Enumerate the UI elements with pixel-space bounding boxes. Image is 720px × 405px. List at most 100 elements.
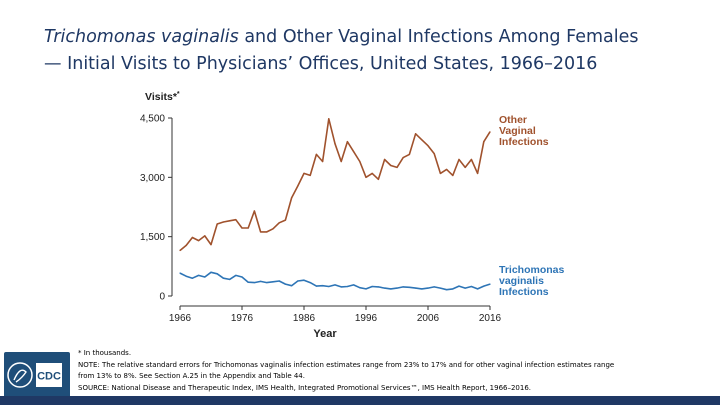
- series-line-0: [179, 118, 491, 252]
- series-1-point: [191, 277, 193, 279]
- y-axis-title-footnote-marker: *: [177, 91, 180, 98]
- series-0-point: [439, 172, 441, 174]
- series-label-line: Infections: [499, 136, 549, 148]
- series-1-point: [266, 281, 268, 284]
- series-0-point: [408, 153, 410, 155]
- series-1-point: [297, 280, 299, 282]
- footnote-note-line2: from 13% to 8%. See Section A.25 in the …: [78, 372, 305, 380]
- series-label-line: Other: [499, 114, 527, 126]
- series-0-point: [334, 143, 336, 145]
- series-0-point: [291, 197, 293, 199]
- series-1-point: [365, 288, 367, 290]
- series-1-point: [346, 285, 348, 288]
- y-tick-label: 3,000: [140, 173, 165, 184]
- series-0-point: [185, 244, 187, 246]
- series-0-point: [377, 178, 379, 180]
- series-0-point: [470, 158, 472, 161]
- slide-title: Trichomonas vaginalis and Other Vaginal …: [44, 24, 694, 78]
- series-0-point: [415, 133, 417, 135]
- series-1-point: [421, 288, 423, 290]
- series-label-1: Trichomonas vaginalis Infections: [499, 264, 565, 298]
- series-1-point: [253, 281, 255, 284]
- series-0-point: [191, 236, 193, 239]
- y-tick-label: 1,500: [140, 232, 165, 243]
- series-1-point: [278, 280, 280, 282]
- series-0-point: [458, 158, 460, 161]
- series-0-point: [328, 118, 330, 120]
- footnote-note-line1: NOTE: The relative standard errors for T…: [78, 360, 615, 369]
- series-1-point: [470, 285, 472, 288]
- series-1-point: [390, 288, 392, 290]
- series-0-point: [421, 139, 423, 141]
- series-0-point: [229, 220, 231, 222]
- series-0-point: [315, 153, 317, 155]
- series-0-point: [464, 166, 466, 169]
- series-1-point: [427, 287, 429, 289]
- series-1-point: [204, 276, 206, 278]
- series-1-point: [334, 284, 336, 286]
- series-0-point: [489, 131, 491, 133]
- series-0-point: [253, 210, 255, 212]
- title-species: Trichomonas vaginalis: [44, 27, 239, 47]
- series-1-point: [439, 287, 441, 289]
- footnote: * In thousands. NOTE: The relative stand…: [78, 348, 708, 394]
- series-1-point: [284, 283, 286, 285]
- series-0-point: [427, 145, 429, 147]
- series-1-point: [452, 288, 454, 290]
- x-tick-label: 1966: [169, 313, 192, 324]
- series-1-point: [309, 281, 311, 284]
- series-1-point: [353, 284, 355, 286]
- series-1-point: [185, 275, 187, 277]
- series-0-point: [198, 240, 200, 242]
- series-1-point: [458, 285, 460, 287]
- slide-title-line2: — Initial Visits to Physicians’ Offices,…: [44, 54, 598, 74]
- series-1-point: [198, 274, 200, 277]
- series-0-point: [365, 176, 367, 178]
- series-1-point: [235, 274, 237, 277]
- x-tick-label: 1976: [231, 313, 254, 324]
- series-1-point: [179, 272, 181, 274]
- series-1-point: [315, 285, 317, 287]
- x-tick-label: 1996: [355, 313, 378, 324]
- series-0-point: [179, 249, 181, 252]
- series-0-point: [266, 231, 268, 233]
- series-1-point: [377, 286, 379, 288]
- series-0-point: [396, 166, 398, 169]
- series-0-point: [278, 222, 280, 224]
- series-1-point: [477, 288, 479, 290]
- title-rest: and Other Vaginal Infections Among Femal…: [238, 27, 639, 47]
- series-label-line: Trichomonas: [499, 264, 565, 276]
- series-0-point: [384, 158, 386, 161]
- x-tick-label: 1986: [293, 313, 316, 324]
- series-label-0: Other Vaginal Infections: [499, 114, 549, 148]
- series-0-point: [222, 221, 224, 223]
- footnote-units: * In thousands.: [78, 349, 132, 357]
- cdc-logo: CDC: [4, 352, 70, 398]
- series-0-point: [235, 219, 237, 221]
- series-0-point: [216, 223, 218, 225]
- series-0-point: [241, 227, 243, 229]
- series-1-point: [322, 285, 324, 287]
- series-1-point: [433, 286, 435, 288]
- x-axis-title: Year: [313, 328, 337, 340]
- series-1-point: [384, 287, 386, 289]
- y-tick-label: 4,500: [140, 114, 165, 125]
- x-tick-label: 2006: [417, 313, 440, 324]
- series-0-point: [402, 156, 404, 159]
- series-0-point: [284, 219, 286, 221]
- series-1-point: [229, 278, 231, 280]
- series-0-point: [322, 160, 324, 163]
- series-0-point: [390, 164, 392, 167]
- series-0-point: [452, 174, 454, 176]
- series-1-point: [303, 279, 305, 281]
- series-1-point: [241, 276, 243, 278]
- series-0-point: [247, 227, 249, 229]
- series-0-point: [204, 235, 206, 237]
- y-tick-label: 0: [159, 292, 165, 303]
- series-0-point: [309, 174, 311, 176]
- series-1-point: [446, 289, 448, 291]
- series-1-point: [222, 277, 224, 279]
- series-0-point: [477, 172, 479, 174]
- series-1-point: [260, 280, 262, 282]
- series-0-point: [260, 231, 262, 233]
